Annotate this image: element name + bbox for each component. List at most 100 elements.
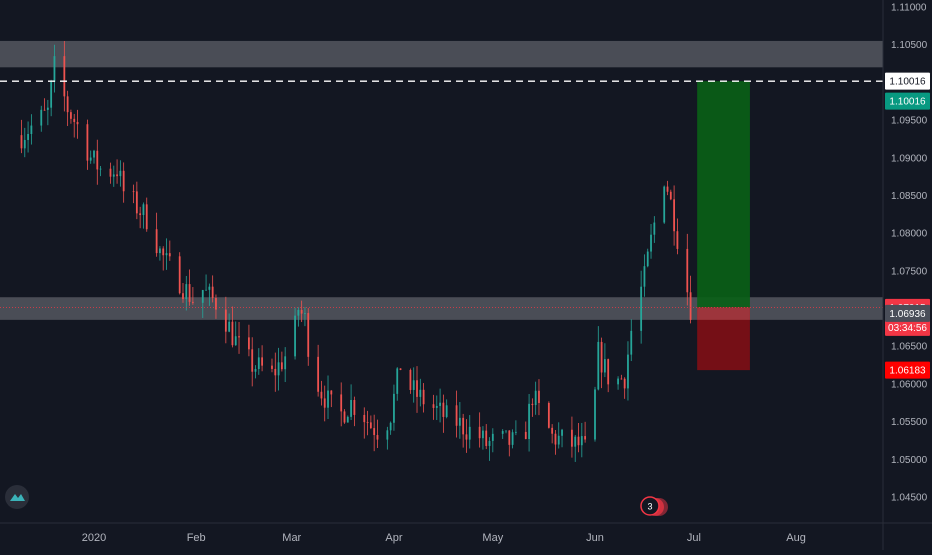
candle-body-46 — [231, 321, 234, 346]
candle-body-14 — [86, 124, 89, 161]
y-tick-label: 1.09500 — [891, 116, 928, 127]
candle-body-115 — [551, 427, 554, 434]
candle-body-25 — [135, 191, 138, 214]
candle-body-142 — [673, 199, 676, 232]
candle-body-143 — [676, 231, 679, 249]
candle-body-47 — [234, 336, 237, 346]
candle-body-144 — [686, 248, 689, 293]
candle-body-76 — [369, 422, 372, 429]
candle-body-124 — [594, 389, 596, 440]
candle-body-42 — [211, 286, 214, 299]
y-tick-label: 1.09000 — [891, 153, 928, 164]
candle-body-119 — [571, 429, 573, 447]
candle-body-27 — [142, 204, 145, 216]
candle-body-16 — [93, 150, 95, 158]
candle-body-98 — [468, 426, 471, 440]
x-tick-label: 2020 — [82, 532, 106, 544]
y-tick-label: 1.10500 — [891, 40, 928, 51]
candle-body-19 — [109, 168, 112, 177]
candle-body-83 — [399, 368, 402, 370]
events-badge-count: 3 — [647, 502, 652, 512]
y-tick-label: 1.08500 — [891, 191, 928, 202]
price-label-box — [885, 304, 930, 322]
candle-body-17 — [96, 150, 99, 170]
events-badge-circle-1 — [640, 496, 660, 516]
candle-body-11 — [70, 112, 72, 119]
candle-body-73 — [353, 399, 356, 415]
candle-body-68 — [330, 390, 333, 395]
candle-body-28 — [145, 204, 148, 230]
candle-body-63 — [307, 313, 310, 357]
candle-body-114 — [547, 402, 550, 428]
candle-body-1 — [23, 139, 26, 149]
candle-body-74 — [363, 414, 366, 423]
candle-body-141 — [669, 191, 672, 200]
candle-body-64 — [317, 356, 320, 392]
y-tick-label: 1.06500 — [891, 342, 928, 353]
candle-body-130 — [620, 378, 623, 380]
candle-body-20 — [112, 174, 115, 177]
price-label-text: 1.10016 — [889, 97, 926, 108]
candle-body-117 — [557, 435, 560, 445]
candle-body-138 — [653, 222, 656, 235]
candle-body-58 — [284, 356, 287, 370]
candle-body-99 — [478, 426, 481, 439]
candle-body-145 — [689, 292, 692, 320]
candle-body-66 — [323, 398, 326, 408]
events-badge[interactable]: 3 — [640, 496, 668, 516]
candle-body-7 — [50, 81, 53, 108]
candle-body-105 — [505, 430, 507, 432]
candle-body-134 — [640, 286, 643, 331]
candle-body-31 — [162, 248, 165, 256]
candle-body-122 — [580, 436, 583, 446]
candle-body-92 — [442, 402, 445, 417]
candle-body-10 — [66, 96, 69, 113]
candle-body-108 — [514, 431, 517, 433]
price-label-text: 1.06936 — [889, 309, 926, 320]
candle-body-15 — [89, 157, 92, 161]
candle-body-81 — [393, 393, 395, 423]
candle-body-13 — [76, 121, 79, 125]
price-labels-layer: 1.100161.100161.0701503:34:561.069361.06… — [885, 72, 930, 379]
candle-body-137 — [650, 234, 652, 252]
candle-body-110 — [528, 403, 530, 440]
y-tick-label: 1.06000 — [891, 379, 928, 390]
candle-body-52 — [257, 357, 260, 370]
price-label-box — [885, 361, 930, 379]
y-tick-label: 1.07500 — [891, 266, 928, 277]
candle-body-59 — [294, 315, 296, 357]
candle-body-69 — [340, 394, 343, 412]
position-tool[interactable] — [697, 81, 750, 371]
candle-body-101 — [485, 430, 488, 446]
candle-body-87 — [419, 389, 422, 397]
x-tick-label: May — [482, 532, 503, 544]
support-zone — [0, 297, 883, 320]
candle-body-38 — [191, 301, 194, 303]
zones-layer — [0, 40, 883, 320]
candle-body-44 — [224, 309, 227, 332]
candle-body-35 — [182, 293, 184, 300]
candle-body-126 — [600, 341, 603, 373]
candle-body-24 — [132, 191, 135, 193]
candle-body-0 — [20, 135, 23, 149]
price-label-box — [885, 72, 930, 90]
candle-body-103 — [491, 433, 494, 441]
y-tick-label: 1.11000 — [891, 3, 927, 14]
candle-body-140 — [666, 186, 669, 192]
candle-body-111 — [531, 403, 534, 406]
candle-body-39 — [201, 289, 204, 303]
candle-body-56 — [277, 362, 280, 376]
candle-body-131 — [623, 378, 626, 389]
tradingview-logo-icon[interactable] — [5, 485, 29, 509]
price-label-box — [885, 318, 930, 336]
candle-body-70 — [343, 411, 346, 423]
x-tick-label: Jun — [586, 532, 604, 544]
candle-body-51 — [254, 369, 257, 372]
price-label-box — [885, 92, 930, 110]
candle-body-9 — [63, 56, 66, 97]
candle-body-95 — [458, 417, 461, 426]
candle-body-41 — [208, 286, 211, 290]
